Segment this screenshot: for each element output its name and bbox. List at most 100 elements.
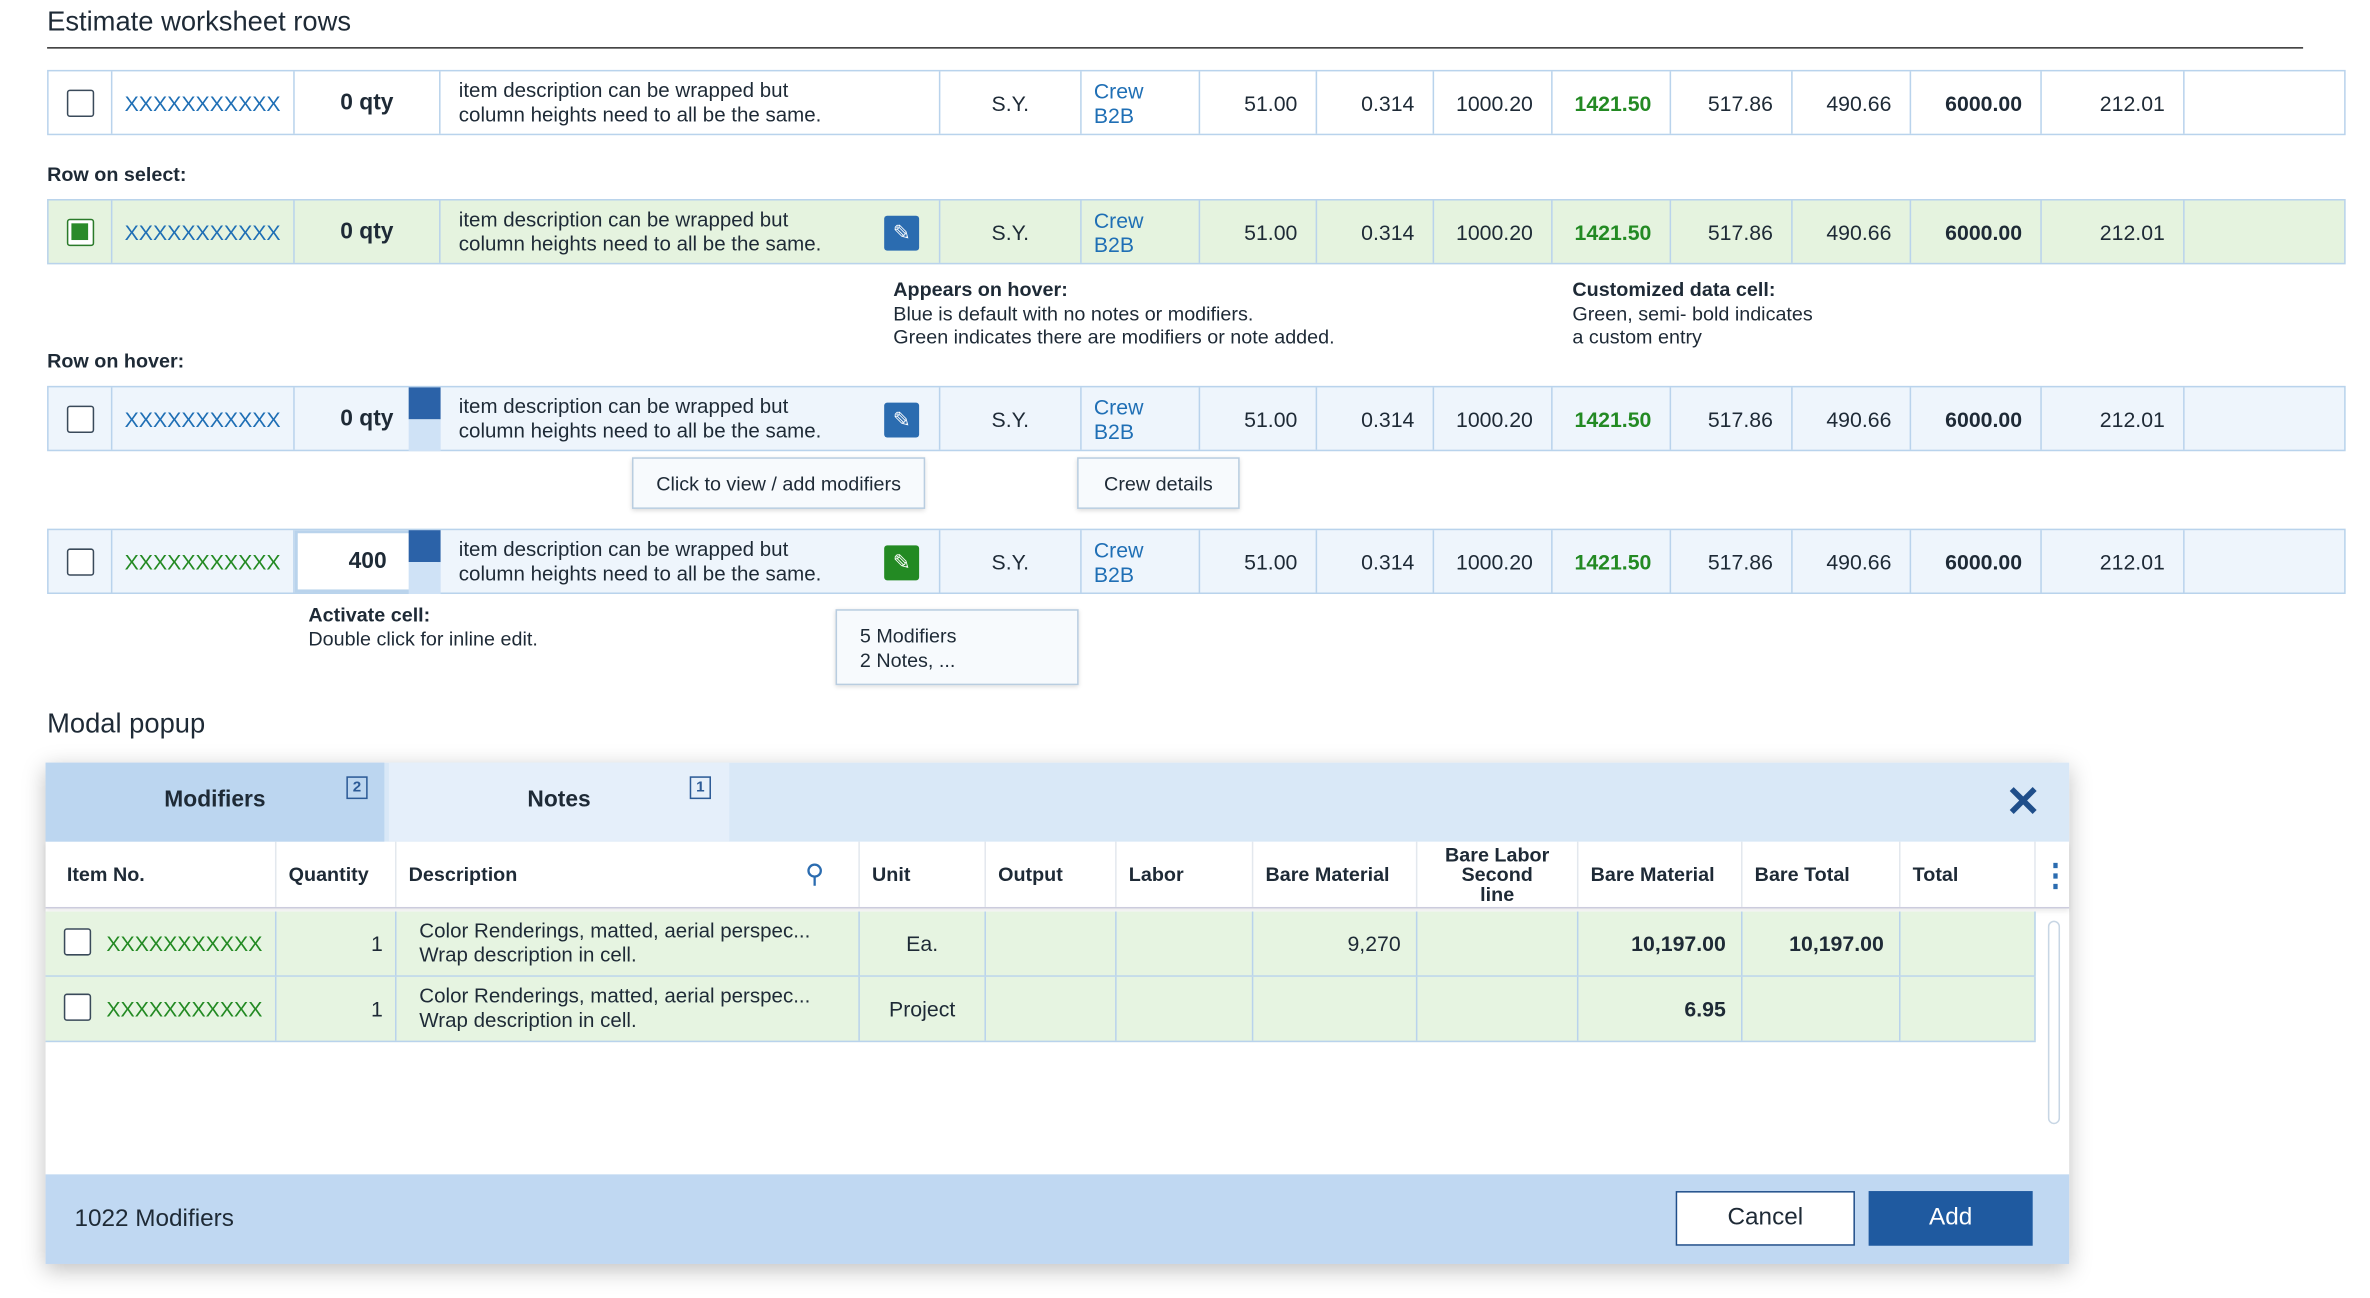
tooltip: Click to view / add modifiers [631, 457, 926, 509]
cell [1117, 976, 1254, 1041]
tab[interactable]: Modifiers 2 [45, 762, 385, 842]
add-button[interactable]: Add [1868, 1191, 2033, 1246]
cell: 1421.50 [1553, 71, 1672, 134]
section-title: Modal popup [47, 707, 206, 739]
cell: 6000.00 [1911, 71, 2042, 134]
cell: 6000.00 [1911, 387, 2042, 450]
note-line: Green, semi- bold indicates [1572, 301, 1813, 325]
column-header: Quantity [276, 841, 397, 907]
desc-line: Wrap description in cell. [419, 943, 637, 967]
row-label: Row on hover: [47, 349, 185, 373]
spinner-down[interactable] [408, 562, 441, 595]
cell: 51.00 [1200, 530, 1318, 593]
note-title: Activate cell: [308, 603, 431, 626]
checkbox-fill [71, 223, 89, 241]
cell: 517.86 [1671, 530, 1793, 593]
cell: 0 qty [295, 71, 441, 134]
worksheet-row[interactable]: XXXXXXXXXXX 0 qty item description can be … [47, 385, 2346, 452]
worksheet-row[interactable]: XXXXXXXXXXX 0 qty item description can be … [47, 69, 2346, 136]
edit-icon[interactable]: ✎ [884, 215, 920, 251]
cell [1901, 911, 2036, 976]
cell: 1000.20 [1434, 200, 1553, 263]
divider [47, 47, 2304, 49]
tooltip: 5 Modifiers 2 Notes, ... [835, 609, 1079, 686]
header-row: Item No. Quantity Description Unit Output Lab… [45, 841, 2071, 909]
spinner-up[interactable] [408, 387, 441, 420]
edit-icon[interactable]: ✎ [884, 402, 920, 438]
cell: 517.86 [1671, 200, 1793, 263]
cell: item description can be wrapped but colu… [441, 387, 941, 450]
tab[interactable]: Notes 1 [388, 762, 730, 842]
cell [1417, 911, 1579, 976]
note-line: Blue is default with no notes or modifie… [893, 301, 1254, 325]
checkbox[interactable] [66, 218, 95, 247]
edit-icon[interactable]: ✎ [884, 545, 920, 581]
cell [986, 911, 1117, 976]
search-icon[interactable]: ⚲ [805, 859, 825, 889]
cell: S.Y. [940, 71, 1082, 134]
worksheet-row[interactable]: XXXXXXXXXXX 0 qty item description can be … [47, 199, 2346, 265]
tab-badge: 2 [346, 776, 368, 800]
cell: Color Renderings, matted, aerial perspec… [397, 911, 860, 976]
cell: 490.66 [1793, 200, 1912, 263]
column-header: Bare Material [1253, 841, 1418, 907]
checkbox[interactable] [66, 89, 95, 117]
cell: 6.95 [1578, 976, 1743, 1041]
spinner-up[interactable] [408, 530, 441, 563]
column-header: Output [986, 841, 1117, 907]
cell [1901, 976, 2036, 1041]
modal-row[interactable]: XXXXXXXXXXX 1 Color Renderings, matted, ae… [45, 976, 2036, 1043]
menu-icon[interactable]: ⋮ [2040, 859, 2071, 894]
cell [1743, 976, 1901, 1041]
cell: XXXXXXXXXXX [112, 71, 295, 134]
column-header: Bare Total [1743, 841, 1901, 907]
modal-row[interactable]: XXXXXXXXXXX 1 Color Renderings, matted, ae… [45, 911, 2036, 977]
cell: Ea. [860, 911, 986, 976]
cell: Crew B2B [1082, 530, 1201, 593]
cell: Crew B2B [1082, 200, 1201, 263]
checkbox[interactable] [63, 928, 92, 956]
cell: 212.01 [2042, 387, 2185, 450]
footer: 1022 Modifiers Cancel Add [45, 1174, 2070, 1264]
checkbox[interactable] [66, 405, 95, 433]
note-title: Customized data cell: [1572, 278, 1776, 301]
cell: 1000.20 [1434, 71, 1553, 134]
modal: Modifiers 2 Notes 1 ✕ Item No. Quantity Descrip… [45, 762, 2071, 1264]
cell: 9,270 [1253, 911, 1418, 976]
cell: XXXXXXXXXXX [112, 530, 295, 593]
cell: 10,197.00 [1578, 911, 1743, 976]
cell: XXXXXXXXXXX [46, 976, 277, 1041]
checkbox-cell [49, 387, 113, 450]
cell: 0.314 [1317, 71, 1435, 134]
row-label: Row on select: [47, 162, 187, 186]
cell: 0.314 [1317, 200, 1435, 263]
checkbox[interactable] [66, 548, 95, 576]
cell: item description can be wrapped but colu… [441, 200, 941, 263]
cell: Crew B2B [1082, 71, 1201, 134]
spinner-down[interactable] [408, 419, 441, 452]
tab-label: Modifiers [164, 786, 266, 813]
cell: 517.86 [1671, 71, 1793, 134]
cell: Crew B2B [1082, 387, 1201, 450]
cancel-button[interactable]: Cancel [1675, 1191, 1855, 1246]
cell: 1421.50 [1553, 530, 1672, 593]
note-line: Green indicates there are modifiers or n… [893, 325, 1335, 348]
cell: 517.86 [1671, 387, 1793, 450]
cell: 490.66 [1793, 71, 1912, 134]
cell: 1 [276, 976, 397, 1041]
cell: 10,197.00 [1743, 911, 1901, 976]
checkbox[interactable] [63, 993, 92, 1021]
worksheet-row[interactable]: XXXXXXXXXXX 400 item description can be wr… [47, 528, 2346, 595]
cell: 51.00 [1200, 387, 1318, 450]
column-header: Bare Labor Second line [1417, 841, 1579, 907]
desc-line: Color Renderings, matted, aerial perspec… [419, 919, 811, 942]
footer-count: 1022 Modifiers [74, 1206, 234, 1233]
checkbox-cell [49, 71, 113, 134]
column-header: Labor [1117, 841, 1254, 907]
cell: 490.66 [1793, 530, 1912, 593]
cell: XXXXXXXXXXX [112, 200, 295, 263]
cell [986, 976, 1117, 1041]
cell: 6000.00 [1911, 200, 2042, 263]
close-button[interactable]: ✕ [2005, 777, 2041, 825]
